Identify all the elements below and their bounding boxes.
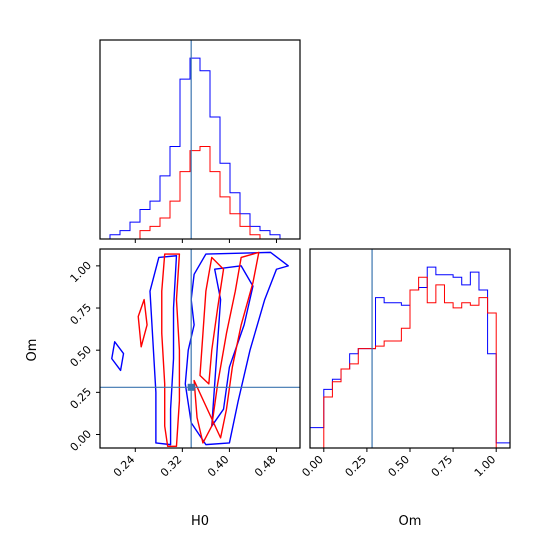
contour-0 <box>149 255 178 446</box>
h0-histogram-series-0 <box>100 57 300 240</box>
contour-4 <box>161 253 181 448</box>
contour-6 <box>199 256 225 385</box>
contour-5 <box>193 251 260 444</box>
om-histogram-frame <box>309 248 511 449</box>
contour-1 <box>184 251 289 446</box>
joint-ylabel: Om <box>25 339 40 362</box>
contour-7 <box>137 298 148 348</box>
om-histogram-panel: 0.00 0.25 0.50 0.75 1.00 <box>299 248 511 479</box>
joint-contours <box>100 249 300 448</box>
h0-histogram-frame <box>99 39 301 240</box>
om-histogram-series-1 <box>323 276 497 448</box>
h0-histogram-series-1 <box>100 145 300 240</box>
joint-frame <box>99 248 301 449</box>
h0-histogram-panel <box>99 39 301 243</box>
joint-truth-marker <box>187 383 195 391</box>
contour-2 <box>211 265 254 427</box>
h0-axis-title: H0 <box>191 514 209 529</box>
contour-3 <box>111 341 125 372</box>
om-axis-title: Om <box>399 514 422 529</box>
